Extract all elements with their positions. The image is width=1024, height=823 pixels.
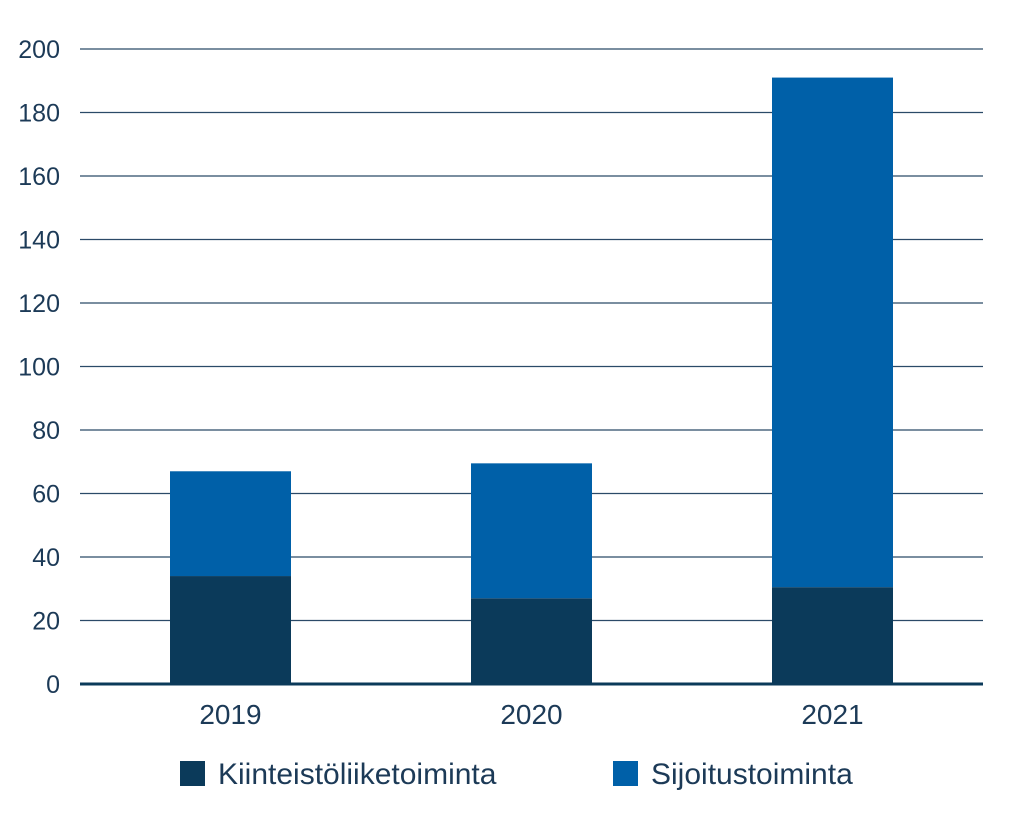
y-tick-label: 160 — [18, 163, 60, 191]
x-tick-label-2021: 2021 — [801, 699, 863, 730]
bar-2020-series-1 — [471, 463, 592, 599]
legend-label-1: Sijoitustoiminta — [651, 758, 853, 791]
y-tick-label: 180 — [18, 100, 60, 128]
legend-swatch-0 — [180, 761, 205, 786]
y-tick-label: 120 — [18, 290, 60, 318]
y-tick-label: 20 — [32, 608, 60, 636]
bar-2019-series-0 — [170, 576, 291, 684]
y-tick-label: 100 — [18, 354, 60, 382]
y-tick-label: 40 — [32, 544, 60, 572]
bar-2021-series-0 — [772, 587, 893, 684]
y-tick-label: 0 — [46, 671, 60, 699]
y-axis-tick-labels: 0 20 40 60 80 100 120 140 160 180 200 — [18, 36, 60, 699]
y-tick-label: 80 — [32, 417, 60, 445]
y-tick-label: 140 — [18, 227, 60, 255]
y-tick-label: 200 — [18, 36, 60, 64]
legend-label-0: Kiinteistöliiketoiminta — [218, 758, 497, 791]
bars — [170, 77, 893, 684]
x-axis-tick-labels: 2019 2020 2021 — [199, 699, 863, 730]
x-tick-label-2020: 2020 — [500, 699, 562, 730]
y-tick-label: 60 — [32, 481, 60, 509]
legend: Kiinteistöliiketoiminta Sijoitustoiminta — [180, 758, 853, 791]
legend-swatch-1 — [613, 761, 638, 786]
bar-2019-series-1 — [170, 471, 291, 577]
bar-2021-series-1 — [772, 77, 893, 588]
x-tick-label-2019: 2019 — [199, 699, 261, 730]
bar-2020-series-0 — [471, 598, 592, 684]
